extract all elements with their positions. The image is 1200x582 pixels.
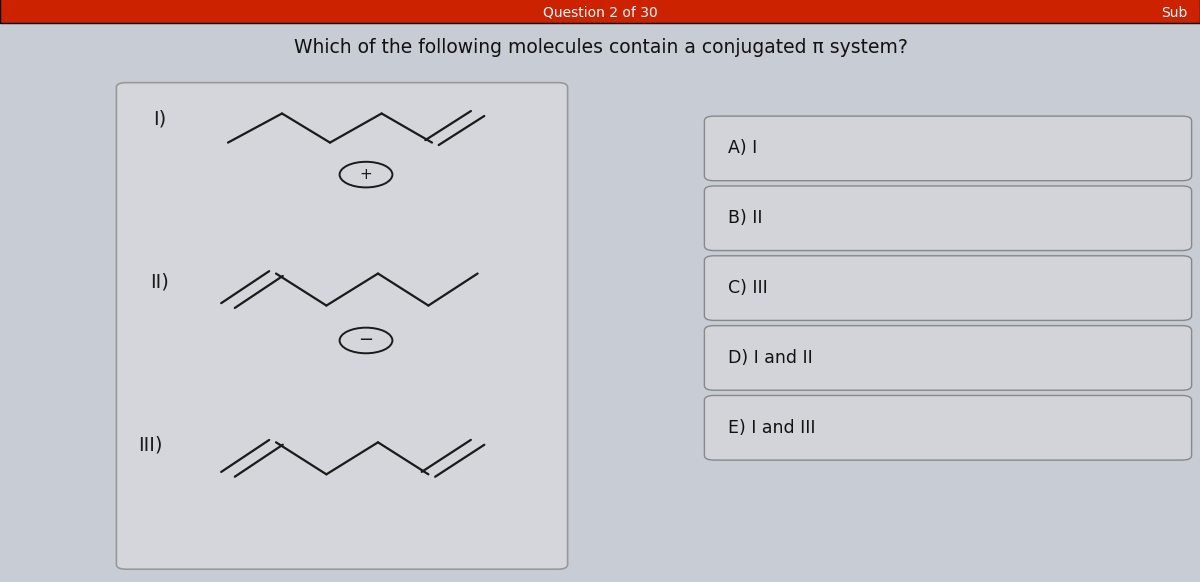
Text: Sub: Sub: [1162, 6, 1188, 20]
Text: C) III: C) III: [728, 279, 768, 297]
Text: +: +: [360, 167, 372, 182]
Text: II): II): [150, 273, 169, 292]
FancyBboxPatch shape: [704, 256, 1192, 320]
FancyBboxPatch shape: [704, 396, 1192, 460]
Text: D) I and II: D) I and II: [728, 349, 814, 367]
FancyBboxPatch shape: [0, 0, 1200, 23]
Text: I): I): [154, 110, 167, 129]
Text: Question 2 of 30: Question 2 of 30: [542, 6, 658, 20]
Text: Which of the following molecules contain a conjugated π system?: Which of the following molecules contain…: [294, 38, 908, 57]
FancyBboxPatch shape: [704, 186, 1192, 250]
Text: A) I: A) I: [728, 140, 757, 157]
FancyBboxPatch shape: [116, 83, 568, 569]
FancyBboxPatch shape: [704, 116, 1192, 180]
Text: E) I and III: E) I and III: [728, 419, 816, 436]
FancyBboxPatch shape: [704, 326, 1192, 390]
Text: −: −: [359, 332, 373, 349]
Text: III): III): [138, 436, 162, 455]
Text: B) II: B) II: [728, 210, 763, 227]
